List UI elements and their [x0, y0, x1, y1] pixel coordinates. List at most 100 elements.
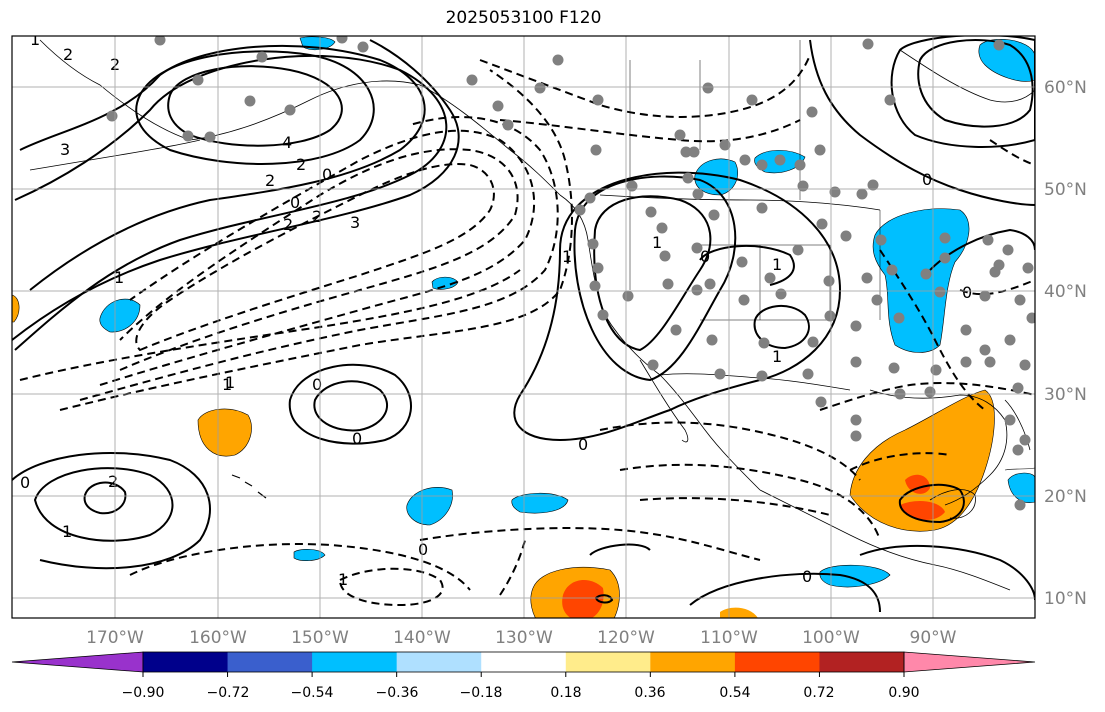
contour-label-0f: 0	[578, 435, 588, 454]
lat-label-20: 20°N	[1044, 487, 1087, 507]
contour-pacific-trough-3	[135, 163, 495, 352]
hudson-bay	[899, 49, 1035, 103]
station-dot	[702, 82, 714, 94]
station-dot	[466, 74, 478, 86]
station-dot	[659, 250, 671, 262]
lon-label-130w: 130°W	[495, 628, 553, 648]
contour-mexico-trough-b	[619, 463, 881, 541]
station-markers	[106, 36, 1035, 511]
contours-dashed	[19, 54, 1035, 607]
station-dot	[1019, 359, 1031, 371]
station-dot	[154, 36, 166, 46]
colorbar-segment	[565, 652, 651, 672]
central-america	[759, 489, 1011, 591]
station-dot	[756, 159, 768, 171]
station-dot	[893, 312, 905, 324]
contour-far-east-dashed	[989, 139, 1035, 166]
contour-north-trough	[479, 54, 811, 118]
contour-label-2g: 2	[108, 472, 118, 491]
lon-label-160w: 160°W	[189, 628, 247, 648]
orange-region-hawaii-north	[197, 408, 252, 457]
station-dot	[692, 188, 704, 200]
station-dot	[1002, 244, 1014, 256]
negative-anomaly-fills	[99, 36, 1035, 588]
station-dot	[587, 238, 599, 250]
lon-label-170w: 170°W	[86, 628, 144, 648]
lon-label-140w: 140°W	[393, 628, 451, 648]
station-dot	[746, 94, 758, 106]
station-dot	[794, 159, 806, 171]
station-dot	[106, 110, 118, 122]
west-coast-na	[559, 194, 761, 491]
station-dot	[691, 242, 703, 254]
contour-west-high-ext	[513, 171, 842, 442]
station-dot	[989, 266, 1001, 278]
station-dot	[982, 234, 994, 246]
contour-pacific-low-0	[12, 452, 211, 570]
station-dot	[797, 180, 809, 192]
station-dot	[592, 262, 604, 274]
station-dot	[850, 356, 862, 368]
contour-mexico-trough	[599, 421, 861, 481]
station-dot	[256, 51, 268, 63]
station-dot	[1012, 382, 1024, 394]
station-dot	[960, 324, 972, 336]
canada-border	[599, 194, 881, 211]
station-dot	[336, 36, 348, 44]
station-dot	[930, 364, 942, 376]
lon-label-150w: 150°W	[291, 628, 349, 648]
contour-south-0	[689, 572, 881, 613]
colorbar-tick-label: −0.90	[122, 685, 165, 701]
contour-east-0b	[959, 279, 1035, 296]
station-dot	[738, 294, 750, 306]
contour-label-0g: 0	[20, 473, 30, 492]
orange-region-left-edge	[12, 294, 20, 323]
station-dot	[574, 204, 586, 216]
station-dot	[856, 188, 868, 200]
contour-label-1f: 1	[772, 255, 782, 274]
contour-label-0i: 0	[802, 567, 812, 586]
blue-region-right-edge	[1007, 472, 1035, 503]
station-dot	[850, 430, 862, 442]
contour-label-2c: 2	[296, 155, 306, 174]
station-dot	[920, 268, 932, 280]
station-dot	[807, 336, 819, 348]
station-dot	[647, 359, 659, 371]
station-dot	[840, 230, 852, 242]
colorbar-segment	[227, 652, 313, 672]
colorbar-segment	[396, 652, 482, 672]
contour-east-trough	[809, 39, 1035, 206]
contour-subtropic-1	[338, 567, 444, 607]
station-dot	[592, 94, 604, 106]
lon-label-90w: 90°W	[910, 628, 957, 648]
station-dot	[939, 252, 951, 264]
lat-lon-grid	[12, 36, 1035, 618]
lat-label-40: 40°N	[1044, 282, 1087, 302]
colorbar-segment	[819, 652, 905, 672]
station-dot	[674, 129, 686, 141]
contour-label-0b: 0	[290, 193, 300, 212]
station-dot	[806, 106, 818, 118]
station-dot	[824, 310, 836, 322]
station-dot	[736, 256, 748, 268]
colorbar-tick-label: 0.54	[719, 685, 750, 701]
contour-pacific-trough-0	[79, 116, 559, 401]
station-dot	[706, 334, 718, 346]
caribbean	[1004, 467, 1035, 471]
contour-caribbean	[859, 544, 1035, 601]
contour-label-3b: 3	[350, 213, 360, 232]
red-region-pacific-south	[562, 580, 604, 618]
contour-east-high	[917, 39, 1034, 128]
contour-plains-high-0	[699, 245, 795, 286]
colorbar-segment	[481, 652, 567, 672]
station-dot	[960, 356, 972, 368]
station-dot	[622, 290, 634, 302]
colorbar-tick-label: 0.18	[550, 685, 581, 701]
blue-region-pacific-f	[293, 549, 326, 561]
colorbar-segment	[312, 652, 398, 672]
contour-label-1b: 1	[114, 268, 124, 287]
contour-west-high-1	[593, 195, 712, 352]
contour-alaska-ridge-1	[14, 54, 448, 351]
contour-label-2e: 2	[283, 215, 293, 234]
hawaii-islands	[231, 474, 267, 499]
